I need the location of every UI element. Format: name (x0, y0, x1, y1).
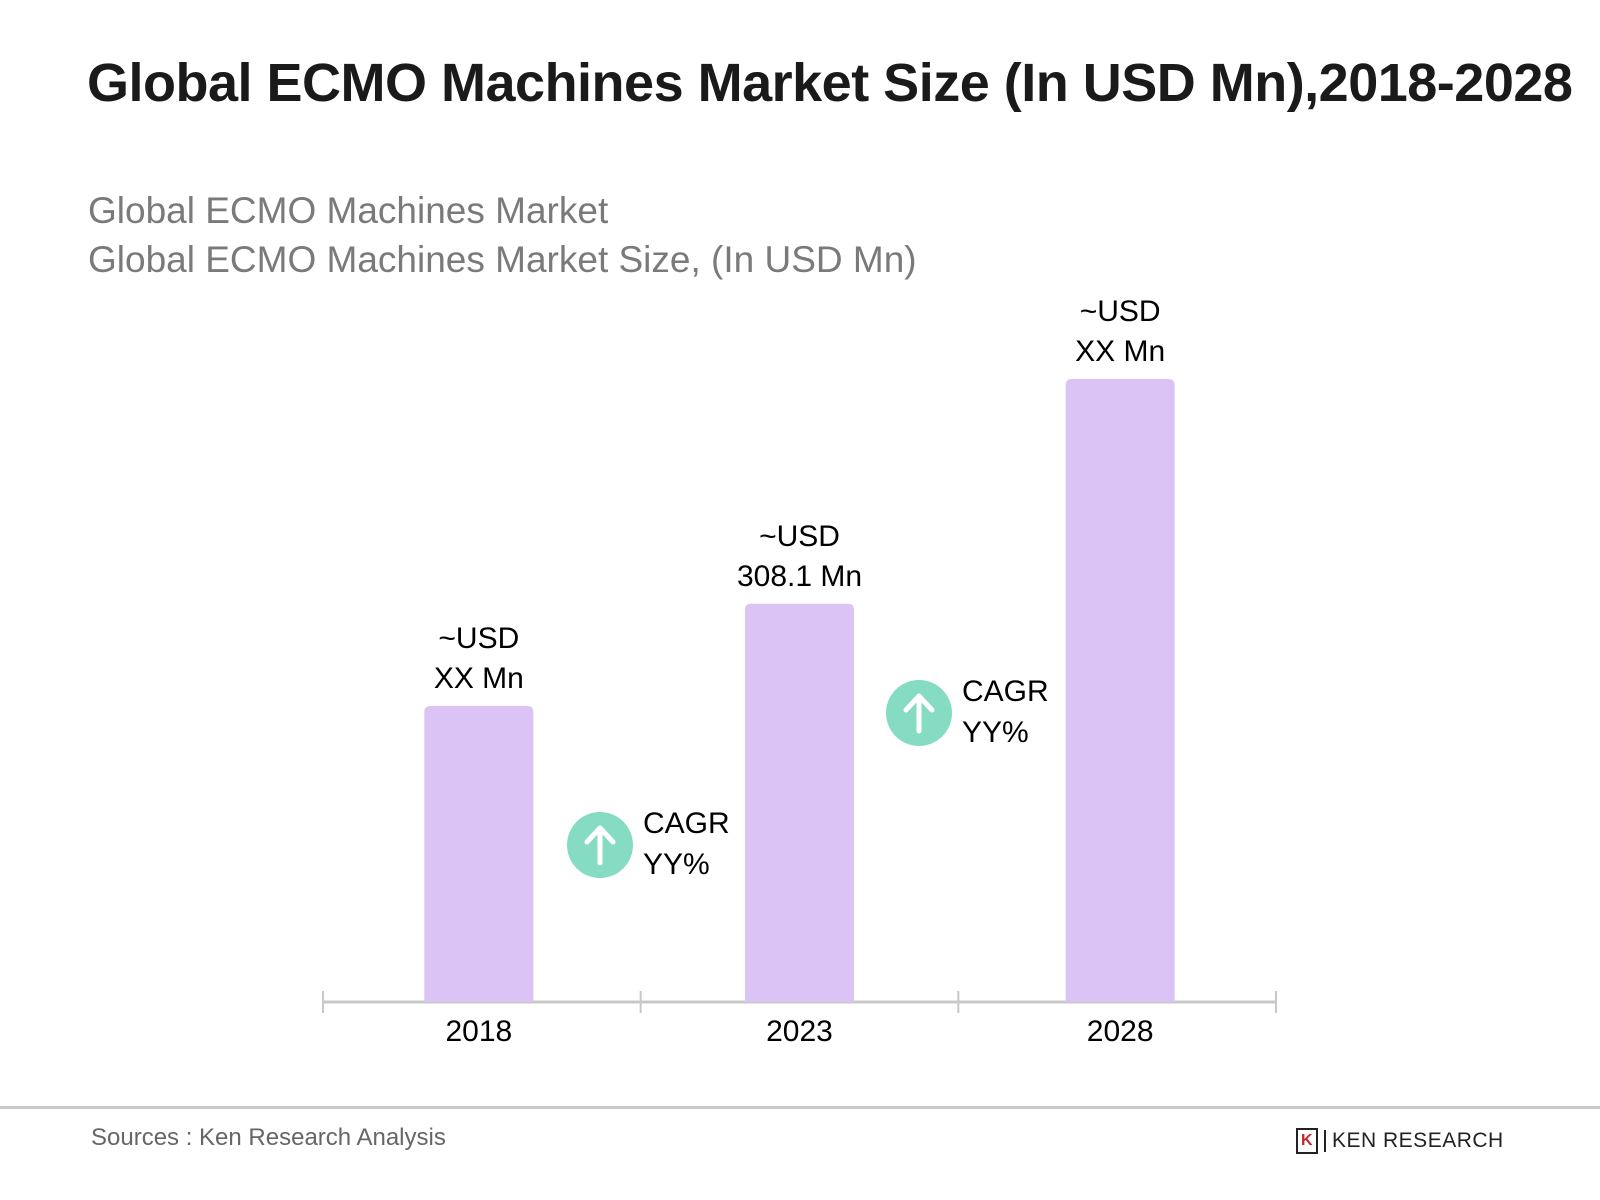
cagr-label: CAGR (643, 807, 730, 840)
arrow-up-glyph (903, 693, 935, 734)
ken-research-logo: K KEN RESEARCH (1296, 1128, 1504, 1154)
x-tick-label-2028: 2028 (1087, 1015, 1154, 1048)
cagr-label: YY% (643, 848, 710, 881)
x-tick-label-2018: 2018 (445, 1015, 512, 1048)
source-note: Sources : Ken Research Analysis (91, 1124, 446, 1151)
logo-divider (1324, 1130, 1326, 1152)
chart-subtitle-2: Global ECMO Machines Market Size, (In US… (88, 239, 917, 280)
bar-2018 (424, 706, 534, 1002)
logo-text: KEN RESEARCH (1332, 1129, 1504, 1152)
bar-chart: 2018 ~USD XX Mn 2023 ~USD 308.1 Mn 2028 ~USD XX … (322, 295, 1277, 1048)
cagr-annotation: CAGR YY% (886, 675, 1049, 749)
cagr-label: YY% (962, 716, 1029, 749)
bar-2028 (1065, 379, 1175, 1002)
cagr-label: CAGR (962, 675, 1049, 708)
data-label-2023: 308.1 Mn (737, 560, 862, 593)
chart-subtitle-1: Global ECMO Machines Market (88, 190, 609, 231)
data-label-2028: XX Mn (1075, 335, 1165, 368)
bar-2023 (745, 603, 854, 1002)
data-label-2018: ~USD (438, 622, 519, 655)
footer-divider (0, 1106, 1600, 1109)
logo-mark-icon: K (1296, 1128, 1318, 1154)
data-label-2018: XX Mn (434, 662, 524, 695)
data-label-2028: ~USD (1080, 295, 1161, 328)
arrow-up-glyph (584, 825, 616, 866)
chart-title: Global ECMO Machines Market Size (In USD… (87, 53, 1573, 113)
x-tick-label-2023: 2023 (766, 1015, 833, 1048)
data-label-2023: ~USD (759, 520, 840, 553)
cagr-annotation: CAGR YY% (567, 807, 730, 881)
